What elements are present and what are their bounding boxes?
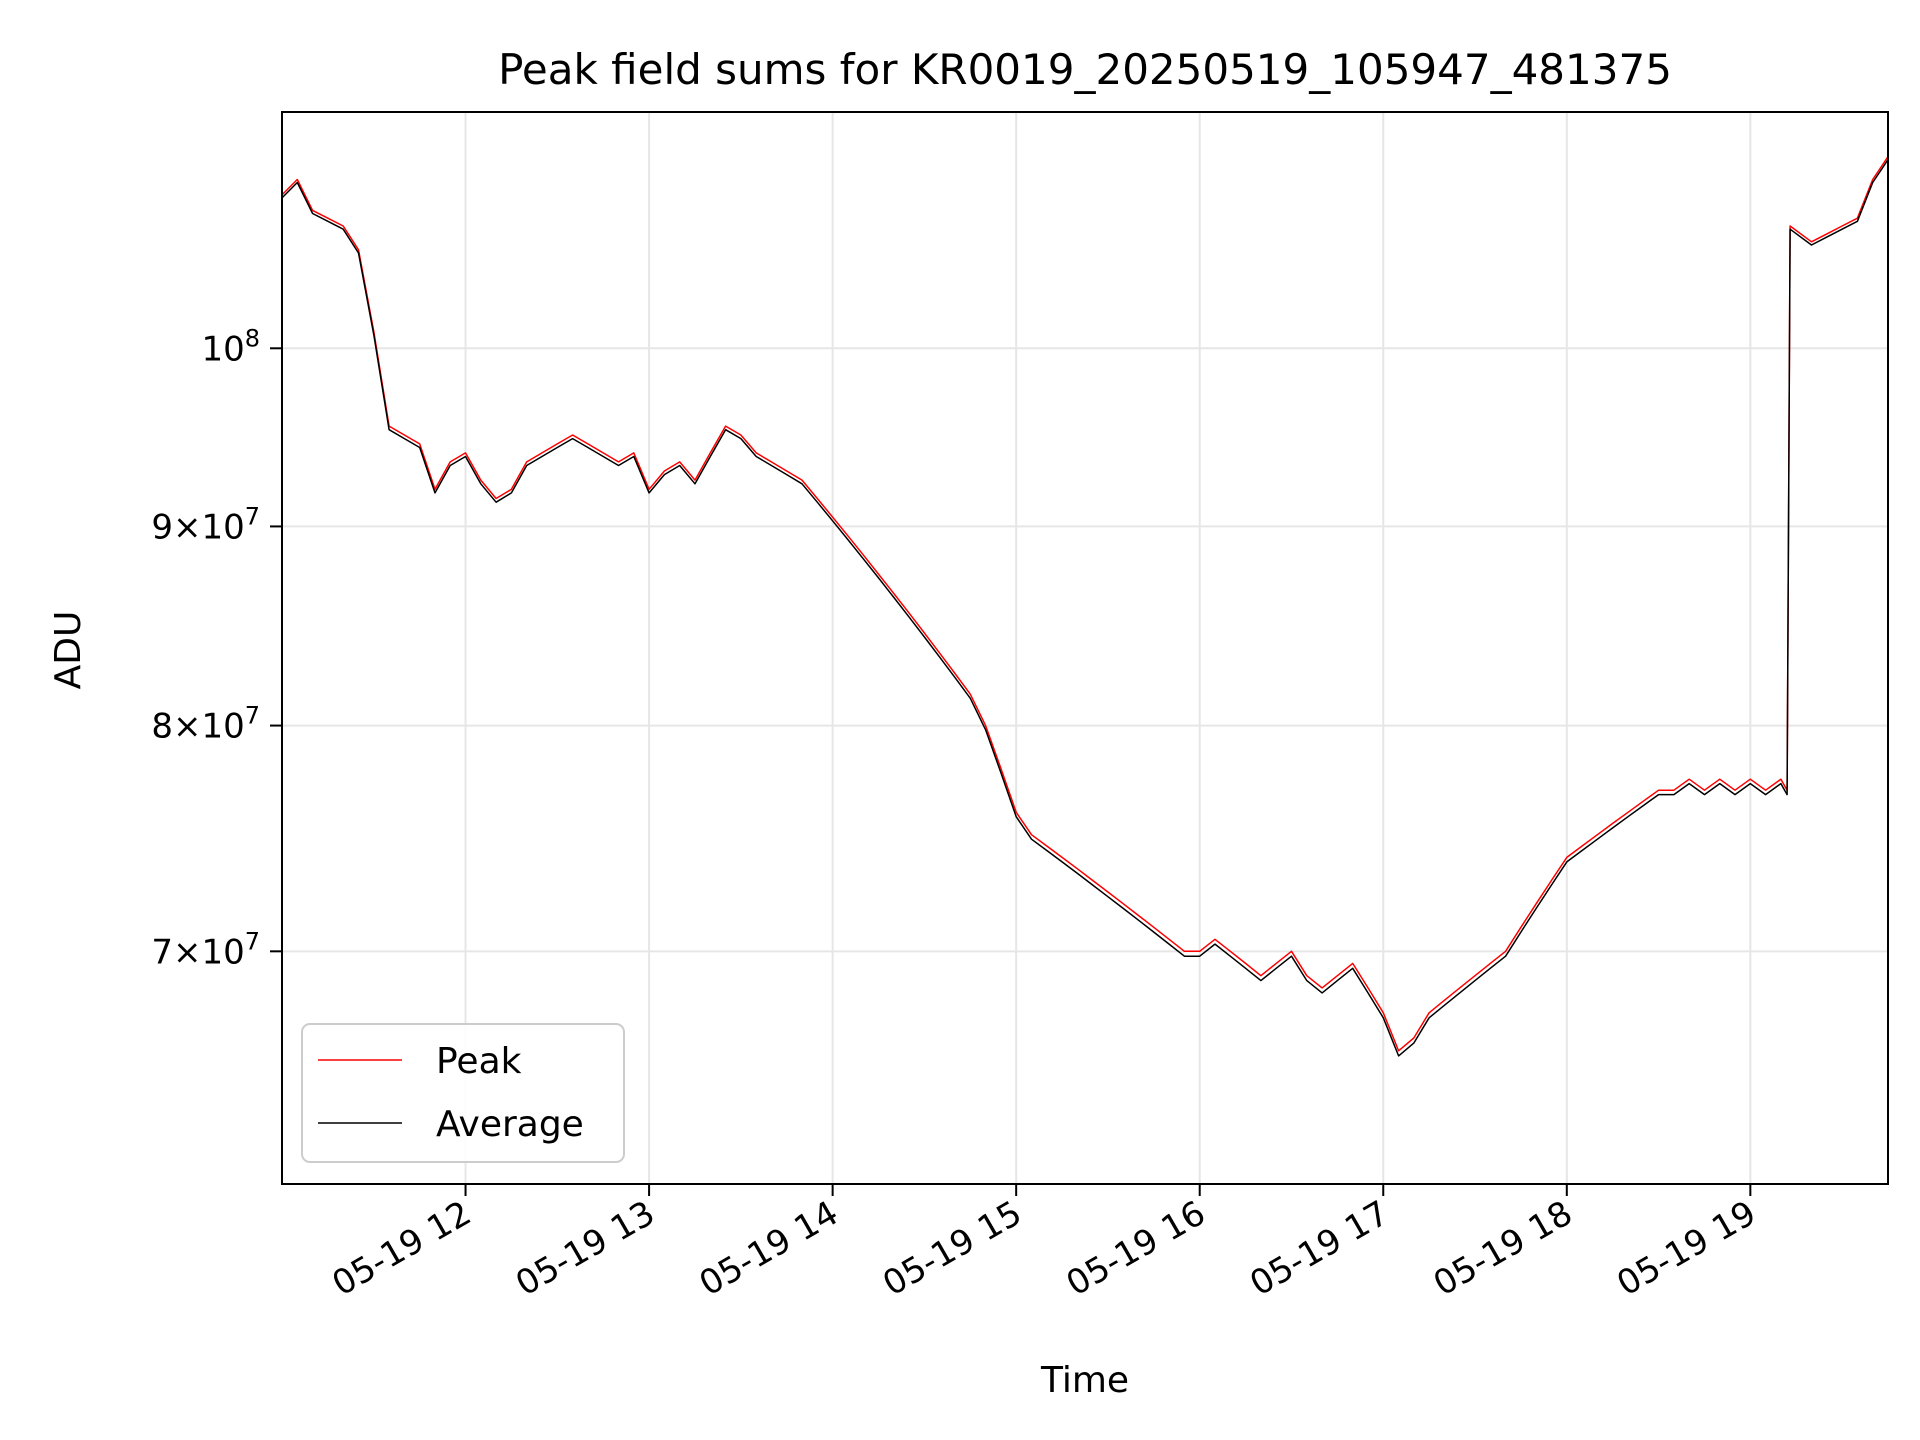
series-layer bbox=[281, 156, 1889, 1057]
plot-frame bbox=[281, 111, 1889, 1185]
y-tick-label: 8×107 bbox=[151, 702, 260, 747]
series-line-peak bbox=[281, 156, 1889, 1052]
legend-average-label: Average bbox=[436, 1104, 584, 1145]
y-axis: 7×107 8×107 9×107 108 bbox=[151, 324, 282, 972]
legend-peak-label: Peak bbox=[436, 1041, 522, 1082]
series-line-average bbox=[281, 159, 1889, 1057]
chart-title: Peak field sums for KR0019_20250519_1059… bbox=[498, 45, 1672, 94]
legend-box bbox=[301, 1023, 625, 1163]
y-axis-label: ADU bbox=[48, 611, 89, 690]
grid bbox=[282, 112, 1888, 1184]
legend: Peak Average bbox=[301, 1023, 625, 1163]
y-tick-label: 108 bbox=[201, 324, 260, 369]
y-tick-label: 9×107 bbox=[151, 502, 260, 547]
x-axis-label: Time bbox=[1040, 1360, 1129, 1401]
y-tick-label: 7×107 bbox=[151, 927, 260, 972]
